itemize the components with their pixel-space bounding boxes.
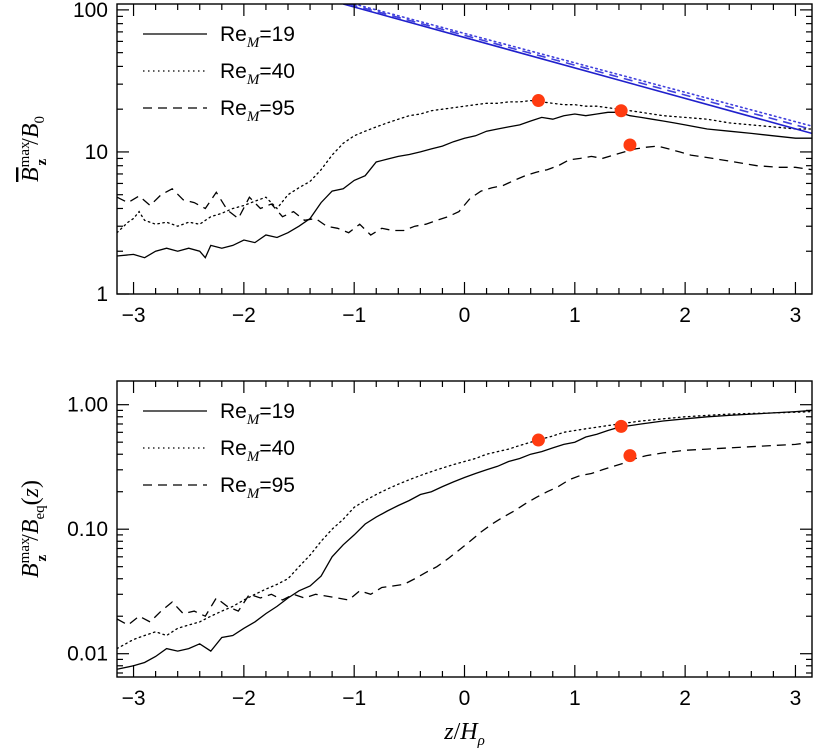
series-line-1 <box>117 99 812 234</box>
series-line-2 <box>117 441 812 626</box>
legend-entry: ReM=40 <box>220 60 295 88</box>
y-tick-label: 100 <box>73 0 108 22</box>
x-tick-label: 0 <box>459 687 471 710</box>
x-tick-label: −2 <box>232 687 256 710</box>
x-tick-label: 3 <box>790 687 802 710</box>
series-line-3 <box>342 4 812 135</box>
peak-marker <box>623 138 637 152</box>
x-tick-label: −1 <box>342 687 366 710</box>
legend-entry: ReM=95 <box>220 97 295 125</box>
peak-marker <box>623 449 637 463</box>
x-tick-label: −3 <box>122 304 146 327</box>
x-tick-label: 1 <box>569 304 581 327</box>
x-tick-label: −3 <box>122 687 146 710</box>
legend-entry: ReM=19 <box>220 23 295 51</box>
series-line-5 <box>348 4 812 131</box>
y-axis-label: Bmaxz/B0 <box>17 116 50 182</box>
y-axis-label: Bmaxz/Beq(z) <box>17 480 50 578</box>
y-tick-label: 0.01 <box>67 643 108 666</box>
peak-marker <box>531 94 545 108</box>
series-line-0 <box>117 409 812 670</box>
series-line-0 <box>117 111 812 259</box>
y-tick-label: 10 <box>85 141 108 164</box>
x-tick-label: 2 <box>679 304 691 327</box>
y-tick-label: 1 <box>96 283 108 306</box>
x-tick-label: 0 <box>459 304 471 327</box>
series-line-2 <box>117 145 812 236</box>
x-tick-label: −2 <box>232 304 256 327</box>
peak-marker <box>614 419 628 433</box>
series-line-1 <box>117 410 812 650</box>
legend: ReM=19 ReM=40 ReM=95 <box>143 23 295 125</box>
x-tick-label: 2 <box>679 687 691 710</box>
bottom-panel: −3 −2 −1 0 1 2 3 0.01 0.10 1.00 ReM=19 ReM=40 ReM=95… <box>17 380 813 748</box>
peak-marker <box>614 104 628 118</box>
legend-entry: ReM=40 <box>220 437 295 465</box>
top-panel: −3 −2 −1 0 1 2 3 1 10 100 ReM=19 ReM=40 ReM=95 Bmaxz/… <box>17 0 813 327</box>
y-tick-label: 1.00 <box>67 394 108 417</box>
peak-marker <box>531 433 545 447</box>
x-axis-label: z/Hρ <box>443 719 485 748</box>
series-line-4 <box>353 4 812 127</box>
plot-frame <box>116 380 813 678</box>
x-tick-label: 1 <box>569 687 581 710</box>
x-tick-label: −1 <box>342 304 366 327</box>
legend-entry: ReM=19 <box>220 400 295 428</box>
legend-entry: ReM=95 <box>220 474 295 502</box>
y-tick-label: 0.10 <box>67 518 108 541</box>
legend: ReM=19 ReM=40 ReM=95 <box>143 400 295 502</box>
series-group <box>117 4 812 259</box>
x-tick-label: 3 <box>790 304 802 327</box>
plot-frame <box>116 3 813 295</box>
